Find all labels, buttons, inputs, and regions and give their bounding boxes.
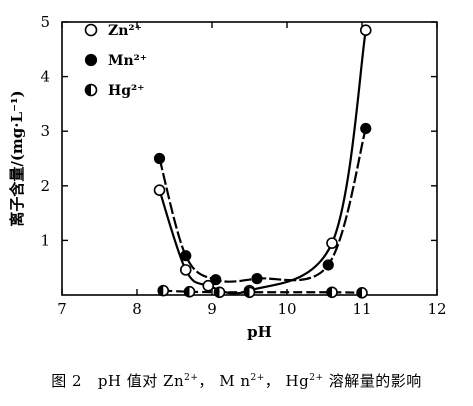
point-series-1-4 [322, 259, 334, 271]
legend: Zn²⁺ Mn²⁺ Hg²⁺ [84, 23, 147, 99]
point-series-2-0 [157, 284, 170, 297]
x-tick-label-0: 7 [57, 300, 67, 318]
legend-label-1: Mn²⁺ [108, 53, 147, 69]
legend-label-2: Hg²⁺ [108, 83, 145, 99]
y-tick-label-3: 4 [40, 68, 50, 86]
point-series-0-0 [153, 184, 166, 196]
x-tick-label-3: 10 [277, 300, 296, 318]
point-series-2-2 [213, 286, 226, 299]
point-series-0-2 [202, 279, 215, 292]
x-axis-label: pH [247, 323, 272, 341]
caption-zn-superscript: 2+ [184, 373, 199, 383]
point-series-0-5 [359, 24, 372, 36]
point-series-2-3 [243, 286, 256, 299]
y-axis-label: 离子含量/(mg·L⁻¹) [8, 90, 26, 226]
point-series-0-4 [326, 237, 338, 249]
y-tick-label-0: 1 [40, 231, 50, 249]
point-series-2-0-half [158, 285, 164, 296]
point-series-2-2-half [214, 287, 220, 298]
x-tick-label-5: 12 [427, 300, 446, 318]
caption-text-after: 溶解量的影响 [323, 372, 422, 390]
caption-mn-superscript: 2+ [250, 373, 265, 383]
point-series-1-1 [180, 250, 192, 262]
caption-text-before: pH 值对 Zn [97, 372, 185, 390]
x-tick-label-4: 11 [352, 300, 371, 318]
y-tick-label-2: 3 [40, 122, 50, 140]
data-points [153, 24, 372, 299]
legend-label-0: Zn²⁺ [108, 23, 142, 39]
x-tick-label-1: 8 [132, 300, 142, 318]
point-series-2-1-half [184, 286, 190, 297]
figure-caption: 图 2 pH 值对 Zn2+， M n2+， Hg2+ 溶解量的影响 [0, 370, 473, 391]
x-tick-label-2: 9 [207, 300, 217, 318]
point-series-2-4-half [327, 287, 332, 298]
point-series-2-4 [326, 286, 338, 299]
curve-series-1 [158, 128, 367, 283]
caption-mid-1: ， M n [198, 372, 251, 390]
y-tick-label-4: 5 [40, 13, 50, 31]
caption-figure-label: 图 2 [51, 372, 83, 390]
legend-marker-1 [84, 53, 98, 67]
caption-mid-2: ， Hg [264, 372, 310, 390]
point-series-1-0 [153, 152, 166, 165]
legend-marker-2 [84, 83, 98, 97]
point-series-2-5 [356, 287, 368, 299]
point-series-2-3-half [244, 287, 250, 298]
legend-marker-0 [84, 23, 98, 37]
point-series-1-5 [360, 122, 372, 135]
legend-marker-2-half [85, 84, 91, 96]
point-series-1-3 [251, 273, 263, 285]
point-series-0-1 [179, 264, 192, 276]
point-series-2-1 [183, 285, 196, 298]
point-series-2-5-half [357, 287, 362, 298]
caption-hg-superscript: 2+ [309, 373, 324, 383]
y-tick-label-1: 2 [40, 177, 50, 195]
point-series-1-2 [210, 274, 222, 286]
